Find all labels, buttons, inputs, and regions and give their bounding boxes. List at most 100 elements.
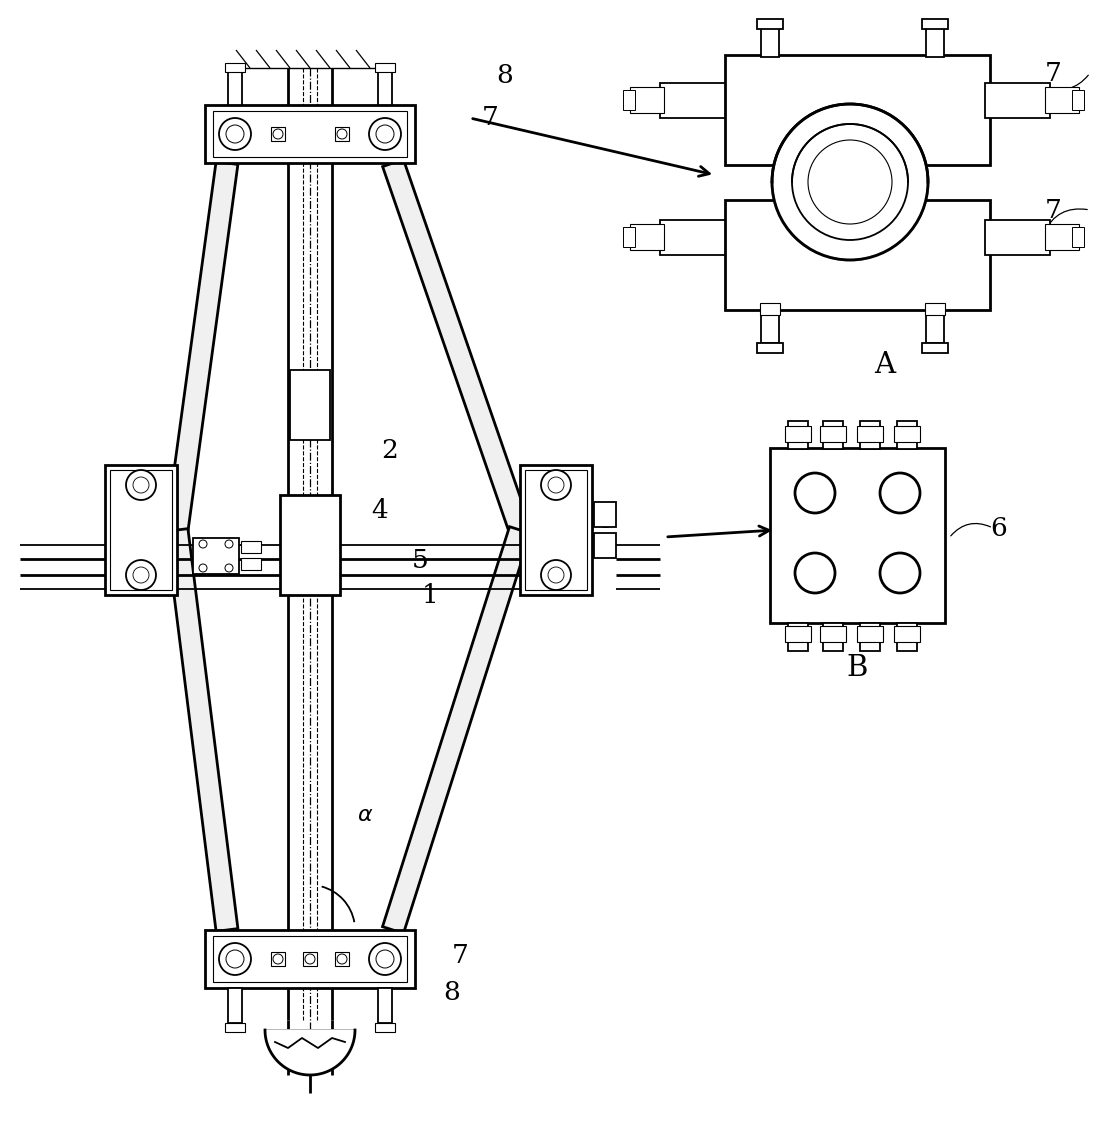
Bar — [623, 226, 635, 247]
Text: 5: 5 — [411, 547, 428, 572]
Bar — [925, 303, 945, 315]
Text: 8: 8 — [496, 63, 513, 88]
Circle shape — [369, 943, 401, 975]
Polygon shape — [382, 159, 530, 534]
Bar — [1045, 224, 1079, 250]
Bar — [660, 220, 724, 255]
Bar — [228, 71, 241, 105]
Circle shape — [337, 129, 347, 139]
Text: 1: 1 — [421, 583, 438, 608]
Bar — [985, 220, 1050, 255]
Bar — [228, 988, 241, 1023]
Text: 6: 6 — [597, 508, 614, 533]
Bar — [378, 988, 392, 1023]
Bar — [271, 127, 285, 141]
Circle shape — [548, 567, 563, 583]
Bar — [757, 343, 783, 353]
Bar — [894, 626, 920, 642]
Bar — [225, 63, 245, 72]
Bar — [214, 935, 407, 982]
Bar — [770, 448, 945, 622]
Bar — [985, 83, 1050, 118]
Text: 7: 7 — [1045, 60, 1062, 85]
Bar — [594, 533, 616, 558]
Circle shape — [226, 950, 244, 968]
Circle shape — [199, 541, 207, 549]
Bar — [375, 1023, 395, 1032]
Polygon shape — [382, 527, 530, 933]
Bar — [897, 421, 917, 450]
Bar — [894, 426, 920, 442]
Bar — [757, 19, 783, 28]
Bar — [303, 953, 318, 966]
Text: 7: 7 — [482, 105, 499, 130]
Text: 2: 2 — [381, 437, 398, 462]
Bar — [623, 90, 635, 110]
Bar — [335, 953, 349, 966]
Bar — [819, 426, 846, 442]
Bar — [193, 538, 239, 574]
Text: B: B — [846, 654, 869, 682]
Bar — [761, 313, 779, 343]
Circle shape — [219, 943, 252, 975]
Circle shape — [273, 129, 283, 139]
Bar — [205, 930, 415, 988]
Text: 8: 8 — [444, 980, 461, 1005]
Circle shape — [126, 470, 157, 500]
Bar — [823, 421, 843, 450]
Text: 7: 7 — [1045, 198, 1062, 223]
Bar — [724, 55, 991, 165]
Bar — [860, 622, 880, 651]
Bar — [785, 426, 811, 442]
Circle shape — [226, 125, 244, 143]
Bar — [631, 86, 664, 113]
Text: 6: 6 — [991, 516, 1006, 541]
Bar — [1072, 226, 1084, 247]
Bar — [922, 19, 948, 28]
Bar — [1072, 90, 1084, 110]
Bar — [594, 502, 616, 527]
Polygon shape — [265, 1030, 356, 1075]
Polygon shape — [167, 529, 238, 931]
Bar — [926, 27, 944, 57]
Text: $\alpha$: $\alpha$ — [357, 805, 373, 826]
Bar — [105, 465, 177, 595]
Circle shape — [219, 118, 252, 150]
Bar — [110, 470, 172, 589]
Circle shape — [273, 954, 283, 964]
Text: 3: 3 — [140, 478, 157, 503]
Bar — [214, 112, 407, 157]
Bar — [271, 953, 285, 966]
Bar — [225, 1023, 245, 1032]
Circle shape — [376, 950, 394, 968]
Bar — [1045, 86, 1079, 113]
Circle shape — [773, 104, 928, 259]
Bar — [897, 622, 917, 651]
Bar — [858, 626, 883, 642]
Bar — [860, 421, 880, 450]
Circle shape — [337, 954, 347, 964]
Bar — [724, 200, 991, 310]
Bar — [241, 558, 260, 570]
Bar — [241, 541, 260, 553]
Circle shape — [880, 553, 920, 593]
Bar — [280, 495, 340, 595]
Bar — [788, 421, 808, 450]
Circle shape — [126, 560, 157, 589]
Circle shape — [808, 140, 892, 224]
Polygon shape — [167, 162, 238, 531]
Circle shape — [541, 470, 571, 500]
Bar — [378, 71, 392, 105]
Circle shape — [795, 473, 835, 513]
Text: 7: 7 — [452, 942, 468, 967]
Text: 4: 4 — [371, 497, 388, 522]
Circle shape — [795, 553, 835, 593]
Bar — [205, 105, 415, 163]
Circle shape — [133, 477, 149, 493]
Circle shape — [548, 477, 563, 493]
Circle shape — [376, 125, 394, 143]
Bar — [520, 465, 593, 595]
Circle shape — [541, 560, 571, 589]
Bar — [823, 622, 843, 651]
Circle shape — [369, 118, 401, 150]
